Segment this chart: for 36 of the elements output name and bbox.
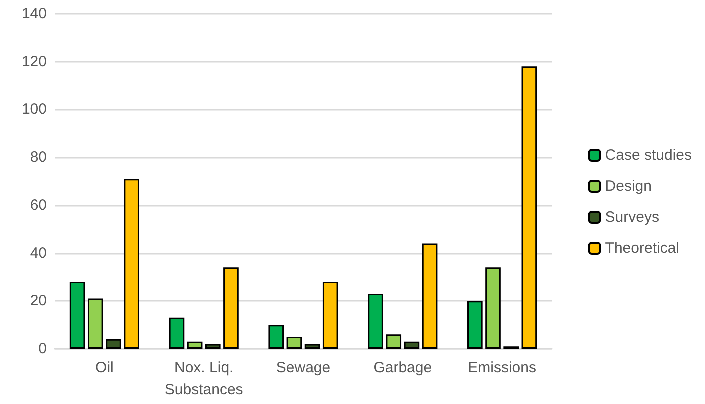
x-tick-label: Sewage xyxy=(276,360,331,376)
legend-label: Surveys xyxy=(605,209,660,226)
bar xyxy=(486,268,501,349)
bar xyxy=(268,325,284,349)
y-tick-label: 100 xyxy=(22,101,47,118)
bar xyxy=(404,342,420,349)
bar xyxy=(70,282,86,349)
x-tick-label: Oil xyxy=(96,360,114,376)
x-tick-label: Emissions xyxy=(468,360,536,376)
bar xyxy=(468,301,483,349)
y-tick-label: 80 xyxy=(30,149,47,166)
legend-label: Case studies xyxy=(605,147,692,164)
bar xyxy=(187,342,203,349)
x-tick-label: Nox. Liq. Substances xyxy=(164,360,244,398)
y-tick-label: 20 xyxy=(30,292,47,310)
bar xyxy=(304,344,320,349)
bar xyxy=(205,344,221,349)
legend-label: Design xyxy=(605,178,652,195)
bar xyxy=(106,339,122,349)
bar xyxy=(368,294,384,349)
y-tick-label: 120 xyxy=(22,53,47,70)
legend-label: Theoretical xyxy=(605,240,680,257)
y-tick-label: 40 xyxy=(30,244,47,262)
bar xyxy=(422,244,438,349)
bar xyxy=(286,337,302,349)
x-tick-label: Garbage xyxy=(374,360,432,376)
bar xyxy=(124,179,140,349)
bar xyxy=(386,334,402,349)
y-tick-label: 60 xyxy=(30,196,47,214)
bar xyxy=(522,66,538,349)
y-tick-label: 0 xyxy=(38,340,47,358)
bar xyxy=(88,298,104,349)
y-tick-label: 140 xyxy=(22,6,47,22)
bar xyxy=(224,268,239,349)
bar xyxy=(169,318,185,349)
bar xyxy=(322,282,338,349)
